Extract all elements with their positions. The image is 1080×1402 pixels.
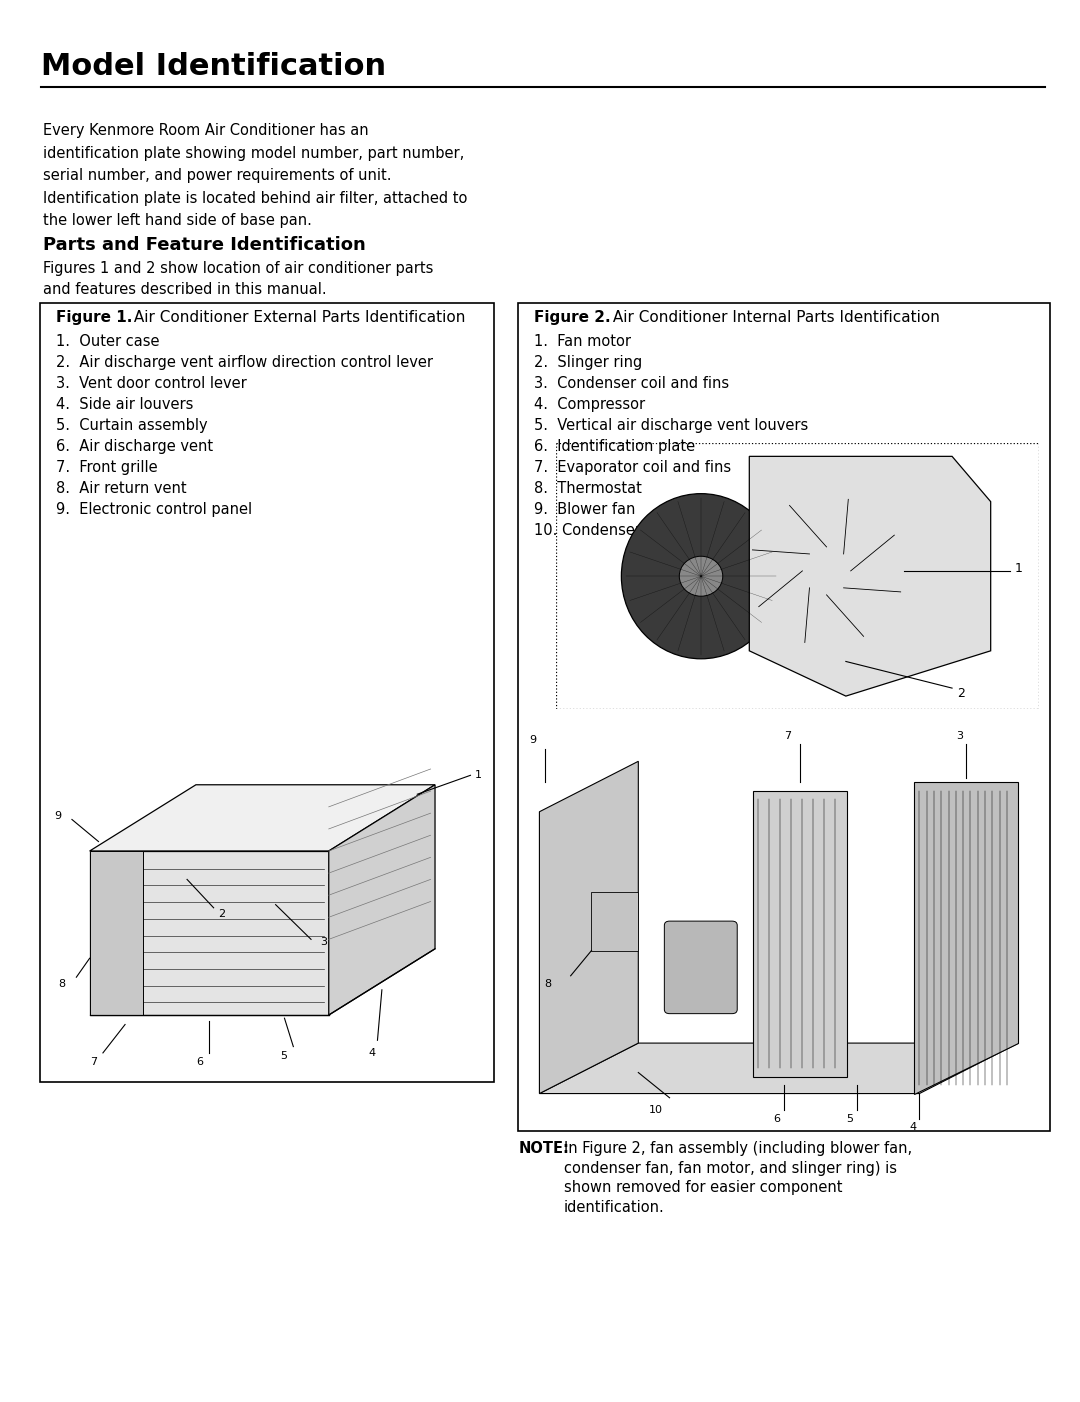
Text: 5: 5 xyxy=(847,1113,853,1124)
Text: Model Identification: Model Identification xyxy=(41,52,387,81)
Ellipse shape xyxy=(621,494,781,659)
Text: identification.: identification. xyxy=(564,1200,664,1216)
Text: 7: 7 xyxy=(90,1057,97,1067)
Polygon shape xyxy=(753,791,847,1077)
Text: 8: 8 xyxy=(544,979,552,990)
Text: Identification plate is located behind air filter, attached to: Identification plate is located behind a… xyxy=(43,191,468,206)
FancyBboxPatch shape xyxy=(664,921,738,1014)
Text: the lower left hand side of base pan.: the lower left hand side of base pan. xyxy=(43,213,312,229)
Text: 9.  Blower fan: 9. Blower fan xyxy=(534,502,635,517)
Text: Every Kenmore Room Air Conditioner has an: Every Kenmore Room Air Conditioner has a… xyxy=(43,123,369,139)
Text: 6.  Identification plate: 6. Identification plate xyxy=(534,439,694,454)
Text: 4.  Compressor: 4. Compressor xyxy=(534,397,645,412)
Text: condenser fan, fan motor, and slinger ring) is: condenser fan, fan motor, and slinger ri… xyxy=(564,1161,896,1176)
Text: 9: 9 xyxy=(54,812,62,822)
Text: 5.  Curtain assembly: 5. Curtain assembly xyxy=(56,418,207,433)
Text: serial number, and power requirements of unit.: serial number, and power requirements of… xyxy=(43,168,392,184)
Text: Parts and Feature Identification: Parts and Feature Identification xyxy=(43,236,366,254)
Text: 7: 7 xyxy=(784,730,792,742)
Text: 3: 3 xyxy=(320,938,327,948)
Polygon shape xyxy=(90,851,143,1015)
Text: 8.  Thermostat: 8. Thermostat xyxy=(534,481,642,496)
Polygon shape xyxy=(539,761,638,1094)
Text: and features described in this manual.: and features described in this manual. xyxy=(43,282,327,297)
Text: 1.  Outer case: 1. Outer case xyxy=(56,334,160,349)
Text: Air Conditioner External Parts Identification: Air Conditioner External Parts Identific… xyxy=(129,310,464,325)
Bar xyxy=(592,892,638,951)
Text: 1.  Fan motor: 1. Fan motor xyxy=(534,334,631,349)
Text: 9: 9 xyxy=(529,735,536,746)
Text: 3.  Condenser coil and fins: 3. Condenser coil and fins xyxy=(534,376,729,391)
Text: 5.  Vertical air discharge vent louvers: 5. Vertical air discharge vent louvers xyxy=(534,418,808,433)
Text: 2: 2 xyxy=(957,687,964,700)
Text: 7.  Front grille: 7. Front grille xyxy=(56,460,158,475)
Text: 3.  Vent door control lever: 3. Vent door control lever xyxy=(56,376,247,391)
Text: 8: 8 xyxy=(58,979,66,988)
Text: Figure 2.: Figure 2. xyxy=(534,310,610,325)
Text: 1: 1 xyxy=(1015,562,1023,575)
Text: Figure 1.: Figure 1. xyxy=(56,310,133,325)
Text: 4.  Side air louvers: 4. Side air louvers xyxy=(56,397,193,412)
Bar xyxy=(40,303,494,1082)
Text: 2.  Air discharge vent airflow direction control lever: 2. Air discharge vent airflow direction … xyxy=(56,355,433,370)
Bar xyxy=(518,303,1050,1131)
Text: 2.  Slinger ring: 2. Slinger ring xyxy=(534,355,642,370)
Text: 9.  Electronic control panel: 9. Electronic control panel xyxy=(56,502,253,517)
Text: NOTE:: NOTE: xyxy=(518,1141,569,1157)
Ellipse shape xyxy=(679,557,723,596)
Polygon shape xyxy=(90,851,328,1015)
Text: 10. Condenser fan: 10. Condenser fan xyxy=(534,523,669,538)
Text: Figures 1 and 2 show location of air conditioner parts: Figures 1 and 2 show location of air con… xyxy=(43,261,433,276)
Text: 4: 4 xyxy=(368,1047,376,1059)
Text: 5: 5 xyxy=(280,1052,287,1061)
Text: In Figure 2, fan assembly (including blower fan,: In Figure 2, fan assembly (including blo… xyxy=(564,1141,912,1157)
Text: 8.  Air return vent: 8. Air return vent xyxy=(56,481,187,496)
Text: shown removed for easier component: shown removed for easier component xyxy=(564,1180,842,1196)
Polygon shape xyxy=(914,782,1018,1094)
Text: 2: 2 xyxy=(218,908,225,920)
Text: 4: 4 xyxy=(909,1122,916,1133)
Polygon shape xyxy=(750,457,990,697)
Polygon shape xyxy=(539,1043,1018,1094)
Polygon shape xyxy=(328,785,435,1015)
Text: 7.  Evaporator coil and fins: 7. Evaporator coil and fins xyxy=(534,460,731,475)
Text: Air Conditioner Internal Parts Identification: Air Conditioner Internal Parts Identific… xyxy=(608,310,940,325)
Text: 10: 10 xyxy=(649,1105,663,1116)
Text: 1: 1 xyxy=(475,770,482,781)
Text: 6.  Air discharge vent: 6. Air discharge vent xyxy=(56,439,213,454)
Polygon shape xyxy=(90,785,435,851)
Text: 6: 6 xyxy=(773,1113,781,1124)
Text: identification plate showing model number, part number,: identification plate showing model numbe… xyxy=(43,146,464,161)
Text: 6: 6 xyxy=(195,1057,203,1067)
Text: 3: 3 xyxy=(956,730,963,742)
